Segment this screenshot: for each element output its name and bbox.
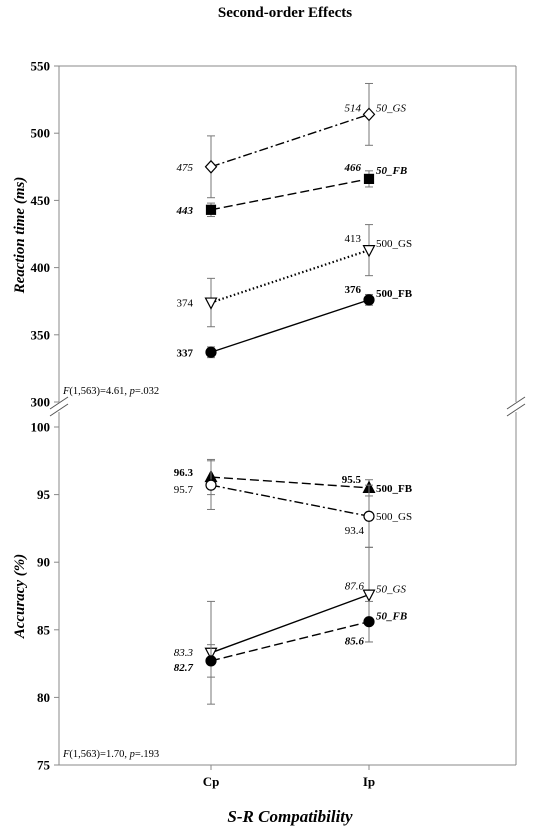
f-statistic-annotation: F(1,563)=4.61, p=.032 bbox=[62, 386, 159, 397]
x-axis-label: S-R Compatibility bbox=[227, 807, 353, 826]
y-tick-label: 450 bbox=[31, 193, 51, 208]
series-500-gs: 95.7 93.4 500_GS bbox=[174, 460, 412, 548]
series-name-label: 50_FB bbox=[376, 165, 407, 177]
series-name-label: 500_GS bbox=[376, 238, 412, 250]
data-label: 87.6 bbox=[345, 581, 365, 593]
series-500-fb: 96.3 95.5 500_FB bbox=[174, 458, 413, 497]
series-name-label: 50_GS bbox=[376, 584, 406, 596]
y-tick-label: 500 bbox=[31, 126, 51, 141]
data-point bbox=[205, 479, 217, 491]
data-label: 93.4 bbox=[345, 525, 365, 537]
data-label: 96.3 bbox=[174, 467, 194, 479]
y-tick-label: 100 bbox=[31, 420, 51, 435]
data-label: 466 bbox=[344, 162, 362, 174]
data-point bbox=[205, 655, 217, 667]
series-line bbox=[210, 178, 370, 211]
y-tick-label: 75 bbox=[37, 758, 51, 773]
x-tick-label: Cp bbox=[203, 774, 220, 789]
series-name-label: 500_GS bbox=[376, 511, 412, 523]
y-tick-label: 400 bbox=[31, 260, 51, 275]
data-label: 376 bbox=[345, 284, 362, 296]
y-axis-label-reaction-time: Reaction time (ms) bbox=[12, 177, 28, 295]
data-point bbox=[362, 107, 376, 122]
series-50-fb: 82.7 85.6 50_FB bbox=[174, 600, 407, 678]
series-name-label: 500_FB bbox=[376, 288, 413, 300]
series-500-gs: 374 413 500_GS bbox=[177, 224, 412, 328]
reaction-time-panel: 300 350 400 450 500 550 F(1,563)=4.61, p=.032 4… bbox=[31, 59, 413, 410]
series-50-fb: 443 466 50_FB bbox=[176, 162, 407, 218]
series-50-gs: 475 514 50_GS bbox=[177, 82, 406, 199]
series-line bbox=[210, 593, 370, 654]
y-tick-label: 80 bbox=[37, 690, 50, 705]
y-tick-label: 95 bbox=[37, 487, 51, 502]
data-point bbox=[363, 616, 375, 628]
data-point bbox=[362, 245, 376, 258]
data-label: 95.5 bbox=[342, 474, 362, 486]
data-label: 95.7 bbox=[174, 484, 194, 496]
data-point bbox=[205, 204, 217, 215]
data-point bbox=[362, 589, 376, 602]
data-point bbox=[363, 510, 375, 522]
series-line bbox=[210, 484, 370, 517]
data-label: 514 bbox=[345, 102, 362, 114]
data-point bbox=[205, 346, 217, 358]
chart-title: Second-order Effects bbox=[218, 5, 352, 21]
data-label: 337 bbox=[177, 347, 194, 359]
plot-frame: Cp Ip bbox=[49, 65, 526, 789]
series-name-label: 50_FB bbox=[376, 611, 407, 623]
y-axis-label-accuracy: Accuracy (%) bbox=[12, 554, 28, 640]
data-label: 82.7 bbox=[174, 662, 194, 674]
data-label: 475 bbox=[177, 162, 194, 174]
x-tick-label: Ip bbox=[363, 774, 375, 789]
y-tick-label: 350 bbox=[31, 327, 51, 342]
data-point bbox=[204, 159, 218, 174]
data-point bbox=[363, 294, 375, 306]
data-label: 374 bbox=[177, 298, 194, 310]
y-tick-label: 90 bbox=[37, 555, 50, 570]
data-point bbox=[363, 173, 375, 184]
y-tick-label: 300 bbox=[31, 395, 51, 410]
series-name-label: 500_FB bbox=[376, 483, 413, 495]
data-label: 83.3 bbox=[174, 647, 194, 659]
series-line bbox=[210, 621, 370, 662]
data-point bbox=[204, 297, 218, 310]
series-50-gs: 83.3 87.6 50_GS bbox=[174, 546, 406, 705]
f-statistic-annotation: F(1,563)=1.70, p=.193 bbox=[62, 749, 159, 760]
data-label: 85.6 bbox=[345, 636, 365, 648]
series-line bbox=[210, 476, 370, 489]
series-500-fb: 337 376 500_FB bbox=[177, 284, 413, 359]
series-line bbox=[210, 113, 370, 168]
y-tick-label: 550 bbox=[31, 59, 51, 74]
y-tick-label: 85 bbox=[37, 622, 51, 637]
series-name-label: 50_GS bbox=[376, 102, 406, 114]
data-label: 413 bbox=[345, 233, 362, 245]
series-line bbox=[210, 299, 370, 353]
data-label: 443 bbox=[176, 205, 194, 217]
